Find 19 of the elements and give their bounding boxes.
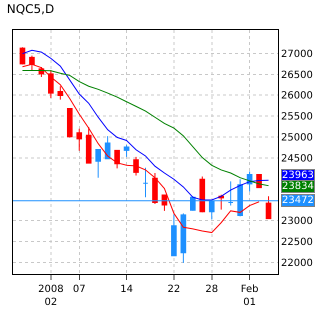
x-tick-label: Feb 01 [240, 284, 258, 308]
x-tick-label: 07 [72, 284, 86, 295]
y-tick-label: 23000 [281, 216, 313, 228]
y-tick-label: 27000 [281, 48, 313, 60]
y-tick-label: 25500 [281, 112, 313, 123]
text: 23834 [282, 181, 314, 192]
x-tick-label: 28 [205, 284, 218, 295]
x-tick-label: 14 [120, 284, 133, 295]
y-tick-label: 24500 [281, 153, 313, 164]
y-tick-label: 26000 [281, 90, 313, 102]
ref-line-label: 23472 [282, 195, 314, 206]
text: 23963 [282, 170, 314, 181]
y-tick-label: 22000 [281, 258, 313, 269]
chart-title: NQC5,D [6, 2, 54, 16]
y-tick-label: 26500 [281, 70, 313, 81]
y-tick-label: 22500 [281, 236, 313, 248]
y-tick-label: 25000 [281, 132, 313, 144]
x-tick-label: 2008 02 [38, 284, 64, 308]
x-tick-label: 22 [168, 284, 180, 295]
